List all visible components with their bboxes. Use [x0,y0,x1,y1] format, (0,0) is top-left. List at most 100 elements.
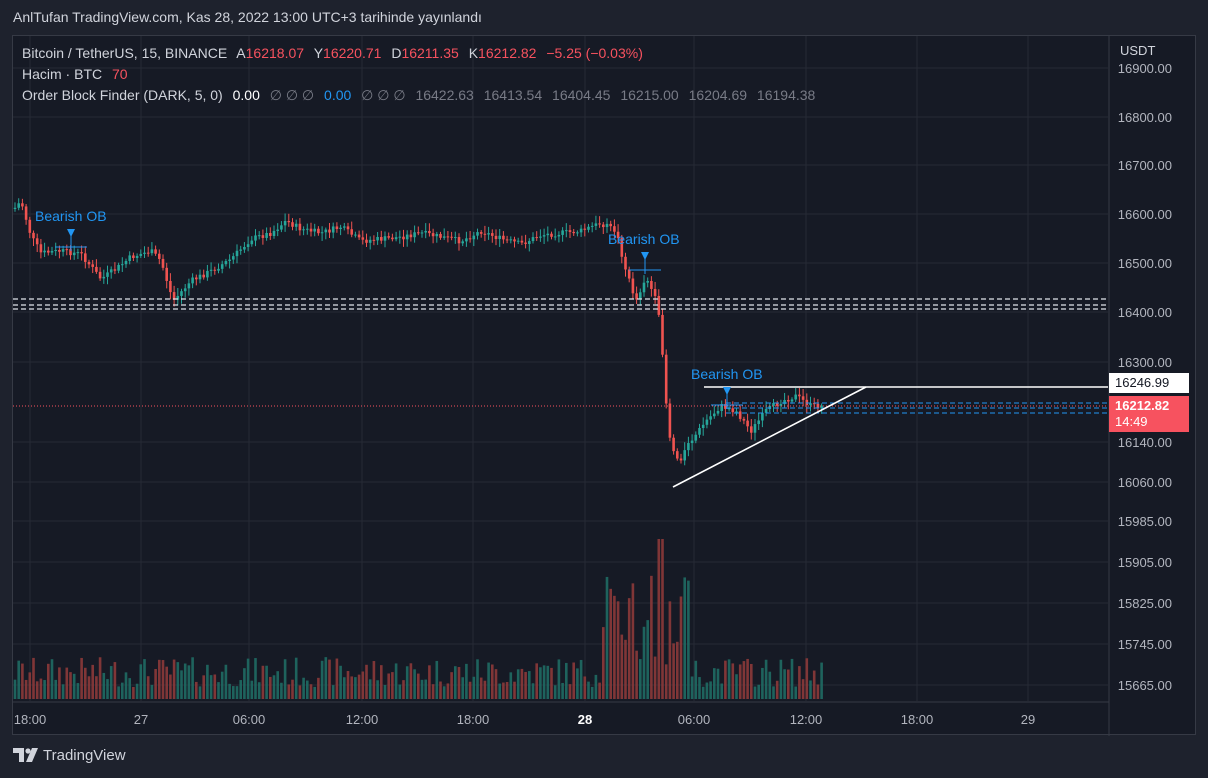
volume-bar [716,668,720,699]
candle-body [535,237,538,239]
candle-body [143,252,146,254]
candle-body [283,220,287,226]
volume-bar [272,675,276,699]
candle-body [446,236,450,238]
volume-bar [235,686,239,699]
volume-bar [528,671,531,699]
price-tick-label: 16140.00 [1118,435,1172,450]
candle-body [232,256,235,260]
volume-bar [50,659,54,699]
candle-body [39,244,43,253]
volume-bar [58,667,61,699]
volume-bar [276,671,279,699]
volume-bar [820,662,823,699]
candle-body [109,269,113,273]
candle-body [228,259,231,262]
candle-body [676,451,679,459]
candle-body [146,252,150,254]
indicator-level-4: 16215.00 [620,87,679,103]
candle-body [254,235,257,241]
candle-body [583,228,587,230]
volume-bar [328,659,331,699]
volume-bar [568,684,572,699]
volume-bar [213,674,217,699]
volume-bar [121,682,124,699]
volume-bar [602,627,605,699]
price-tick-label: 16800.00 [1118,110,1172,125]
volume-bar [713,668,716,699]
candle-body [572,231,575,234]
candle-body [80,252,83,254]
candle-body [646,280,649,283]
bearish-ob-label: Bearish OB [608,231,680,247]
volume-bar [468,681,472,699]
volume-bar [679,596,683,699]
candle-body [690,440,694,444]
price-tick-label: 16060.00 [1118,475,1172,490]
volume-bar [224,664,228,699]
candle-body [764,409,768,413]
last-price-value: 16212.82 [1115,398,1170,413]
volume-bar [524,671,527,699]
symbol-name[interactable]: Bitcoin / TetherUS, 15, BINANCE [22,45,228,61]
candle-body [320,232,324,234]
volume-bar [180,670,183,699]
volume-bar [605,576,609,699]
candle-body [394,237,398,240]
volume-bar [720,683,723,699]
candle-body [98,271,102,279]
candle-body [787,400,790,402]
indicator-name[interactable]: Order Block Finder (DARK, 5, 0) [22,87,223,103]
candle-body [324,229,328,233]
candle-body [43,250,46,253]
candle-body [639,292,642,300]
candle-body [790,399,794,402]
candle-body [409,234,413,238]
candle-body [672,437,675,452]
volume-bar [650,575,653,699]
candle-body [750,426,753,433]
volume-label[interactable]: Hacim · BTC [22,66,103,82]
candle-body [339,227,342,230]
candle-body [280,225,283,230]
chart-pane[interactable]: 16900.00 16800.00 16700.00 16600.00 16500.00… [12,35,1197,736]
high-value: 16220.71 [323,45,382,61]
low-value: 16211.35 [401,45,459,61]
volume-bar [24,679,28,699]
close-label: K [468,45,479,61]
candle-body [217,268,220,271]
candle-body [509,239,513,241]
volume-bar [520,668,524,699]
currency-label[interactable]: USDT [1120,43,1156,58]
indicator-value-2: ∅ ∅ ∅ [269,87,315,103]
candle-body [716,410,720,414]
volume-bar [161,660,165,699]
candle-body [335,226,339,230]
indicator-value-4: ∅ ∅ ∅ [361,87,406,103]
candle-body [383,236,387,241]
volume-bar [661,539,664,699]
high-label: Y [313,45,324,61]
candle-body [128,255,131,261]
volume-bar [320,660,324,699]
candle-body [491,233,494,236]
volume-bar [146,676,150,699]
volume-bar [47,663,50,699]
price-chart[interactable]: 16900.00 16800.00 16700.00 16600.00 16500.00… [13,36,1197,736]
volume-bar [84,667,87,699]
volume-bar [350,676,353,699]
candle-body [772,403,775,406]
candle-body [313,228,316,232]
volume-bar [424,679,427,699]
published-caption: AnlTufan TradingView.com, Kas 28, 2022 1… [13,9,482,25]
volume-bar [113,662,117,699]
candle-body [683,450,686,461]
low-label: D [391,45,402,61]
volume-bar [598,682,601,699]
candle-body [398,236,402,238]
candle-body [165,267,168,281]
tradingview-logo[interactable]: TradingView [13,746,126,764]
candle-body [257,235,261,237]
volume-bar [43,680,46,699]
